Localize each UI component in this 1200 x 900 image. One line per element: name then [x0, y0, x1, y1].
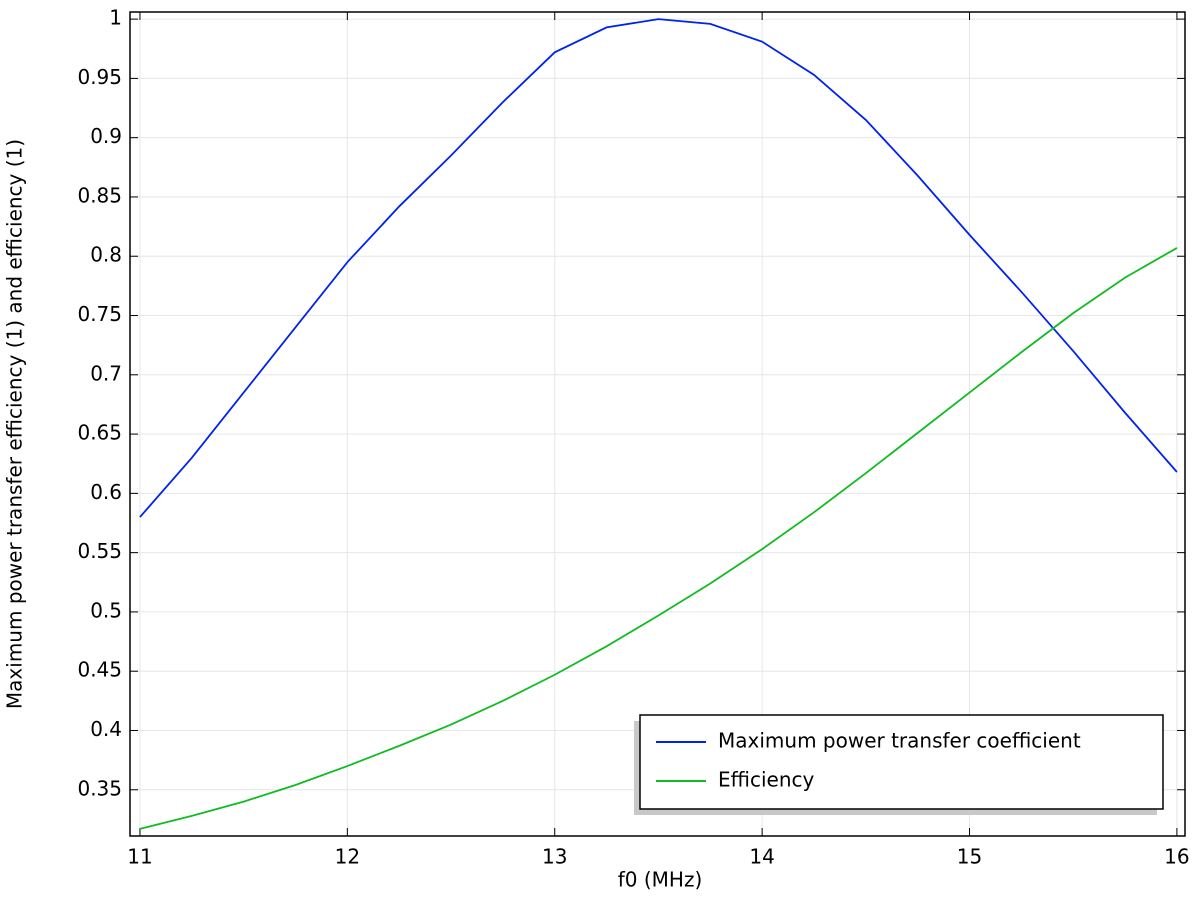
y-tick-label: 0.95 [77, 65, 122, 89]
y-tick-label: 0.35 [77, 776, 122, 800]
y-tick-label: 0.7 [90, 361, 122, 385]
data-line [139, 18, 1178, 518]
legend-label: Efficiency [718, 768, 815, 792]
x-tick-label: 16 [1164, 845, 1189, 869]
x-tick-label: 13 [542, 845, 567, 869]
y-tick-label: 0.5 [90, 598, 122, 622]
y-tick-label: 0.4 [90, 717, 122, 741]
x-tick-label: 12 [335, 845, 360, 869]
y-tick-label: 0.85 [77, 183, 122, 207]
legend-label: Maximum power transfer coefficient [718, 729, 1081, 753]
plot-frame [129, 11, 1186, 837]
legend-box [639, 714, 1164, 810]
y-tick-label: 0.55 [77, 539, 122, 563]
x-tick-label: 14 [749, 845, 774, 869]
y-tick-label: 0.75 [77, 302, 122, 326]
y-tick-label: 0.6 [90, 480, 122, 504]
y-tick-label: 0.8 [90, 243, 122, 267]
x-axis-label: f0 (MHz) [618, 868, 703, 892]
y-tick-label: 1 [109, 6, 122, 30]
x-tick-label: 15 [957, 845, 982, 869]
data-line [139, 247, 1178, 830]
y-tick-label: 0.45 [77, 658, 122, 682]
x-tick-label: 11 [127, 845, 152, 869]
y-axis-label: Maximum power transfer efficiency (1) an… [3, 139, 27, 709]
y-tick-label: 0.65 [77, 421, 122, 445]
y-tick-label: 0.9 [90, 124, 122, 148]
